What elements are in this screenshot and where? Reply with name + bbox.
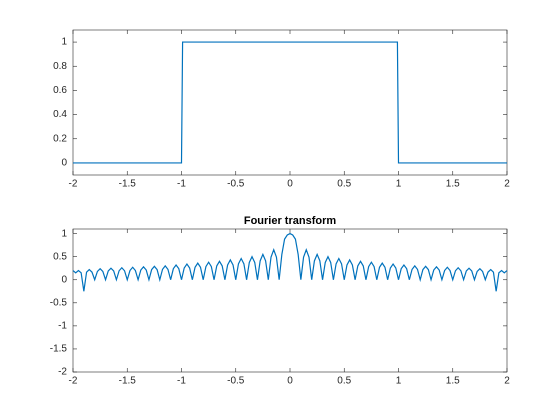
y-tick-label: 0.6 — [53, 85, 67, 96]
x-tick-label: 1 — [396, 179, 402, 190]
x-tick-label: 2 — [504, 376, 510, 387]
x-tick-label: -2 — [69, 179, 78, 190]
x-tick-label: -1.5 — [119, 376, 137, 387]
y-tick-label: -1.5 — [50, 344, 68, 355]
y-tick-label: 0.5 — [53, 251, 67, 262]
y-tick-label: 0 — [61, 158, 67, 169]
y-tick-label: -1 — [58, 321, 67, 332]
x-tick-label: -0.5 — [227, 376, 245, 387]
x-tick-label: -1 — [177, 376, 186, 387]
x-tick-label: 1.5 — [446, 179, 460, 190]
x-tick-label: 1 — [396, 376, 402, 387]
axes-box — [72, 29, 508, 176]
y-tick-label: -0.5 — [50, 297, 68, 308]
x-tick-label: -0.5 — [227, 179, 245, 190]
x-tick-label: -1.5 — [119, 179, 137, 190]
y-tick-label: 0.8 — [53, 61, 67, 72]
x-tick-label: 0.5 — [337, 179, 351, 190]
y-tick-label: 0 — [61, 274, 67, 285]
data-line — [72, 232, 508, 292]
y-tick-label: 1 — [61, 228, 67, 239]
data-line — [73, 41, 507, 164]
y-tick-label: -2 — [58, 367, 67, 378]
x-tick-label: -2 — [69, 376, 78, 387]
x-tick-label: -1 — [177, 179, 186, 190]
y-tick-label: 0.2 — [53, 133, 67, 144]
y-tick-label: 1 — [61, 37, 67, 48]
x-tick-label: 0 — [287, 179, 293, 190]
x-tick-label: 0 — [287, 376, 293, 387]
y-tick-label: 0.4 — [53, 109, 67, 120]
x-tick-label: 0.5 — [337, 376, 351, 387]
x-tick-label: 2 — [504, 179, 510, 190]
x-tick-label: 1.5 — [446, 376, 460, 387]
axes-box — [72, 228, 508, 373]
chart-title: Fourier transform — [244, 215, 337, 227]
